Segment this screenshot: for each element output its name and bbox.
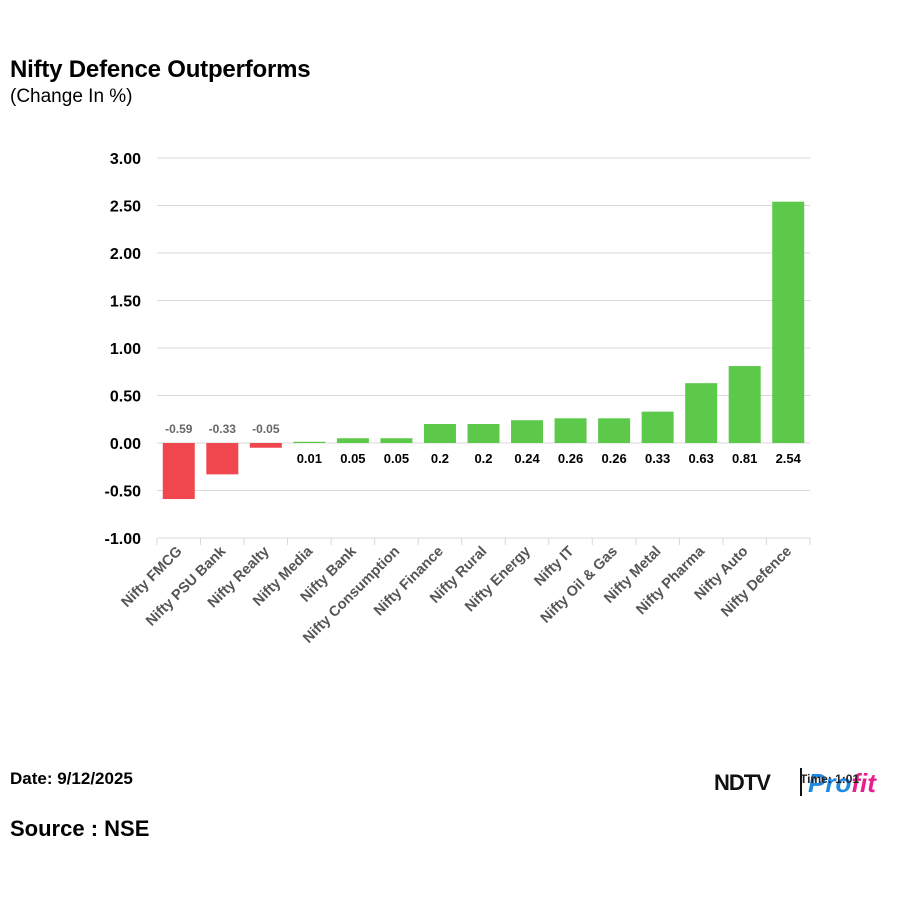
y-tick-label: -1.00 bbox=[105, 531, 142, 548]
data-label: 2.54 bbox=[776, 451, 802, 466]
data-label: -0.05 bbox=[252, 422, 280, 436]
bar bbox=[206, 443, 239, 475]
y-tick-label: 0.00 bbox=[110, 436, 141, 453]
chart-subtitle: (Change In %) bbox=[10, 86, 133, 107]
data-label: 0.2 bbox=[474, 451, 492, 466]
bar bbox=[380, 438, 413, 443]
bar bbox=[598, 418, 631, 443]
x-category-label: Nifty Oil & Gas bbox=[538, 544, 621, 627]
bar bbox=[511, 420, 544, 443]
data-label: 0.26 bbox=[558, 451, 583, 466]
y-tick-label: 2.50 bbox=[110, 199, 141, 216]
bar bbox=[293, 441, 326, 443]
bar bbox=[772, 201, 805, 443]
source-label: Source : NSE bbox=[10, 816, 150, 841]
date-label: Date: 9/12/2025 bbox=[10, 769, 133, 788]
bar bbox=[162, 443, 195, 500]
y-tick-label: 1.50 bbox=[110, 294, 141, 311]
y-tick-label: 0.50 bbox=[110, 389, 141, 406]
time-overlay: Time: 1:01 bbox=[800, 772, 860, 786]
bar-chart: 3.00 2.50 2.00 1.50 1.00 0.50 0.00 -0.50 -1.00 -0… bbox=[105, 151, 811, 647]
data-label: 0.26 bbox=[601, 451, 626, 466]
bar bbox=[554, 418, 587, 443]
x-category-label: Nifty PSU Bank bbox=[143, 543, 230, 630]
data-label: 0.81 bbox=[732, 451, 757, 466]
data-label: -0.59 bbox=[165, 422, 193, 436]
bar bbox=[728, 366, 761, 443]
data-label: 0.2 bbox=[431, 451, 449, 466]
bar bbox=[423, 424, 456, 443]
data-label: 0.24 bbox=[514, 451, 540, 466]
logo-separator bbox=[800, 768, 802, 796]
bar bbox=[641, 411, 674, 443]
bar bbox=[467, 424, 500, 443]
data-label: 0.33 bbox=[645, 451, 670, 466]
y-tick-label: 3.00 bbox=[110, 151, 141, 168]
y-tick-label: 1.00 bbox=[110, 341, 141, 358]
data-label: 0.63 bbox=[689, 451, 714, 466]
ndtv-profit-logo: NDTV Profit bbox=[714, 768, 894, 798]
bar bbox=[336, 438, 369, 443]
logo-ndtv-text: NDTV bbox=[714, 770, 771, 795]
data-label: 0.05 bbox=[384, 451, 409, 466]
logo-profit-text: Profit bbox=[808, 768, 876, 798]
data-label: -0.33 bbox=[209, 422, 237, 436]
data-label: 0.01 bbox=[297, 451, 322, 466]
bar bbox=[249, 443, 282, 448]
bar bbox=[685, 383, 718, 443]
chart-title: Nifty Defence Outperforms bbox=[10, 56, 311, 83]
y-tick-label: -0.50 bbox=[105, 484, 142, 501]
y-tick-label: 2.00 bbox=[110, 246, 141, 263]
data-label: 0.05 bbox=[340, 451, 365, 466]
